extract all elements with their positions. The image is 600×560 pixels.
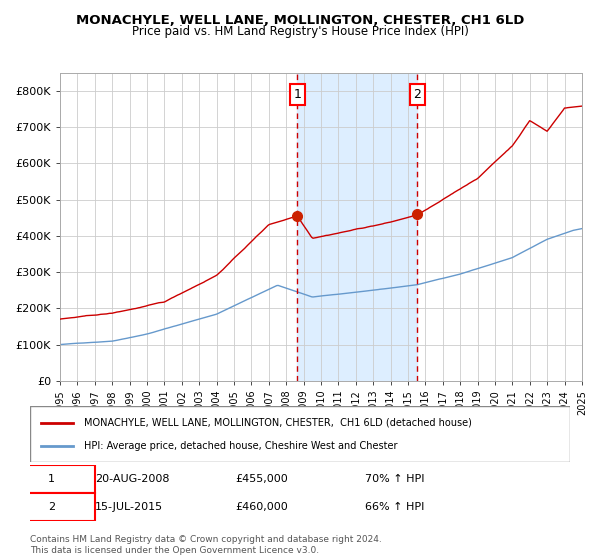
- Text: 2: 2: [413, 88, 421, 101]
- Text: 66% ↑ HPI: 66% ↑ HPI: [365, 502, 424, 512]
- Text: Contains HM Land Registry data © Crown copyright and database right 2024.: Contains HM Land Registry data © Crown c…: [30, 535, 382, 544]
- Text: £455,000: £455,000: [235, 474, 288, 484]
- FancyBboxPatch shape: [8, 465, 95, 493]
- Text: 1: 1: [293, 88, 301, 101]
- Text: Price paid vs. HM Land Registry's House Price Index (HPI): Price paid vs. HM Land Registry's House …: [131, 25, 469, 38]
- Text: MONACHYLE, WELL LANE, MOLLINGTON, CHESTER,  CH1 6LD (detached house): MONACHYLE, WELL LANE, MOLLINGTON, CHESTE…: [84, 418, 472, 428]
- Text: 2: 2: [48, 502, 55, 512]
- Text: £460,000: £460,000: [235, 502, 288, 512]
- Text: MONACHYLE, WELL LANE, MOLLINGTON, CHESTER, CH1 6LD: MONACHYLE, WELL LANE, MOLLINGTON, CHESTE…: [76, 14, 524, 27]
- Text: 15-JUL-2015: 15-JUL-2015: [95, 502, 163, 512]
- Text: 1: 1: [48, 474, 55, 484]
- Text: This data is licensed under the Open Government Licence v3.0.: This data is licensed under the Open Gov…: [30, 546, 319, 555]
- Text: 20-AUG-2008: 20-AUG-2008: [95, 474, 169, 484]
- Text: HPI: Average price, detached house, Cheshire West and Chester: HPI: Average price, detached house, Ches…: [84, 441, 398, 451]
- FancyBboxPatch shape: [8, 493, 95, 521]
- Bar: [298, 73, 418, 381]
- Text: 70% ↑ HPI: 70% ↑ HPI: [365, 474, 424, 484]
- FancyBboxPatch shape: [30, 406, 570, 462]
